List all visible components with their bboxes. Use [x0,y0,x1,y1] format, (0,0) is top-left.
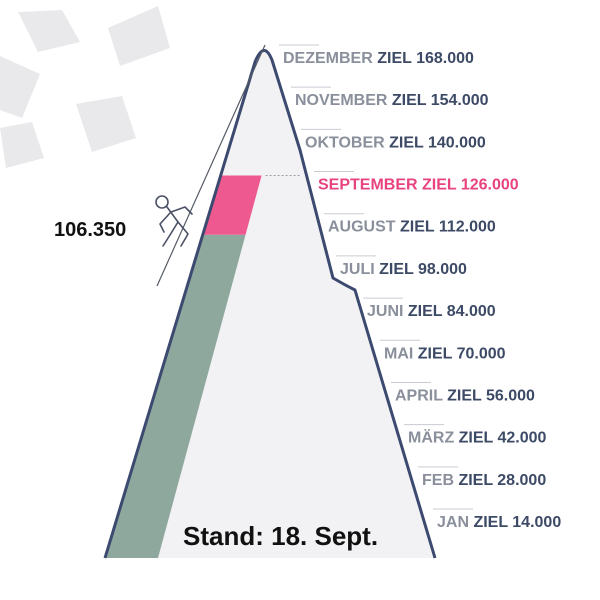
goal-ziel: ZIEL [447,387,486,404]
goal-value: 126.000 [461,177,519,194]
goal-month: SEPTEMBER [318,177,422,194]
goal-ziel: ZIEL [377,50,416,67]
goal-ziel: ZIEL [458,472,497,489]
decor-petal [18,10,80,52]
goal-label-juli: JULI ZIEL 98.000 [340,261,467,278]
goal-ziel: ZIEL [459,430,498,447]
goal-month: JULI [340,261,379,278]
goal-month: AUGUST [328,219,400,236]
goal-value: 84.000 [447,303,496,320]
goal-value: 70.000 [457,345,506,362]
goal-label-juni: JUNI ZIEL 84.000 [367,303,496,320]
goal-label-april: APRIL ZIEL 56.000 [395,387,535,404]
goal-value: 42.000 [497,430,546,447]
decor-petal [108,6,170,66]
goal-month: NOVEMBER [295,92,392,109]
mountain-outline [103,49,437,559]
goal-month: JAN [437,514,473,531]
progress-fill [105,234,246,558]
goal-month: APRIL [395,387,447,404]
goal-month: FEB [422,472,458,489]
goal-value: 168.000 [416,50,474,67]
goal-month: JUNI [367,303,408,320]
goal-label-märz: MÄRZ ZIEL 42.000 [408,429,547,447]
current-value-label: 106.350 [54,219,126,241]
decorative-flower-shape [0,6,170,168]
goal-ziel: ZIEL [379,261,418,278]
goal-ziel: ZIEL [418,345,457,362]
climbing-rope [156,44,266,287]
climber-icon [155,195,193,247]
decor-petal [76,96,136,152]
goal-ziel: ZIEL [408,303,447,320]
goal-value: 56.000 [486,387,535,404]
goal-label-november: NOVEMBER ZIEL 154.000 [295,92,489,109]
goal-month: MAI [384,345,418,362]
goal-value: 28.000 [497,472,546,489]
goal-label-oktober: OKTOBER ZIEL 140.000 [305,134,486,151]
goal-ziel: ZIEL [400,219,439,236]
goal-label-september: SEPTEMBER ZIEL 126.000 [318,177,519,194]
goal-month: DEZEMBER [283,50,377,67]
decor-petal [0,122,44,168]
goal-ziel: ZIEL [422,177,461,194]
goal-value: 154.000 [431,92,489,109]
goal-month: MÄRZ [408,429,459,447]
goal-label-august: AUGUST ZIEL 112.000 [328,219,496,236]
goal-label-jan: JAN ZIEL 14.000 [437,514,561,531]
goal-ziel: ZIEL [392,92,431,109]
goal-month: OKTOBER [305,134,389,151]
goal-value: 14.000 [512,514,561,531]
goal-ziel: ZIEL [389,134,428,151]
goal-value: 98.000 [418,261,467,278]
stand-date-label: Stand: 18. Sept. [183,521,378,551]
goal-value: 112.000 [439,219,496,236]
goal-labels: JAN ZIEL 14.000 FEB ZIEL 28.000 MÄRZ ZIEL … [279,44,561,531]
goal-label-mai: MAI ZIEL 70.000 [384,345,506,362]
goal-label-feb: FEB ZIEL 28.000 [422,472,546,489]
decor-petal [0,56,40,118]
goal-label-dezember: DEZEMBER ZIEL 168.000 [283,50,474,67]
goal-value: 140.000 [428,134,486,151]
goal-ziel: ZIEL [473,514,512,531]
